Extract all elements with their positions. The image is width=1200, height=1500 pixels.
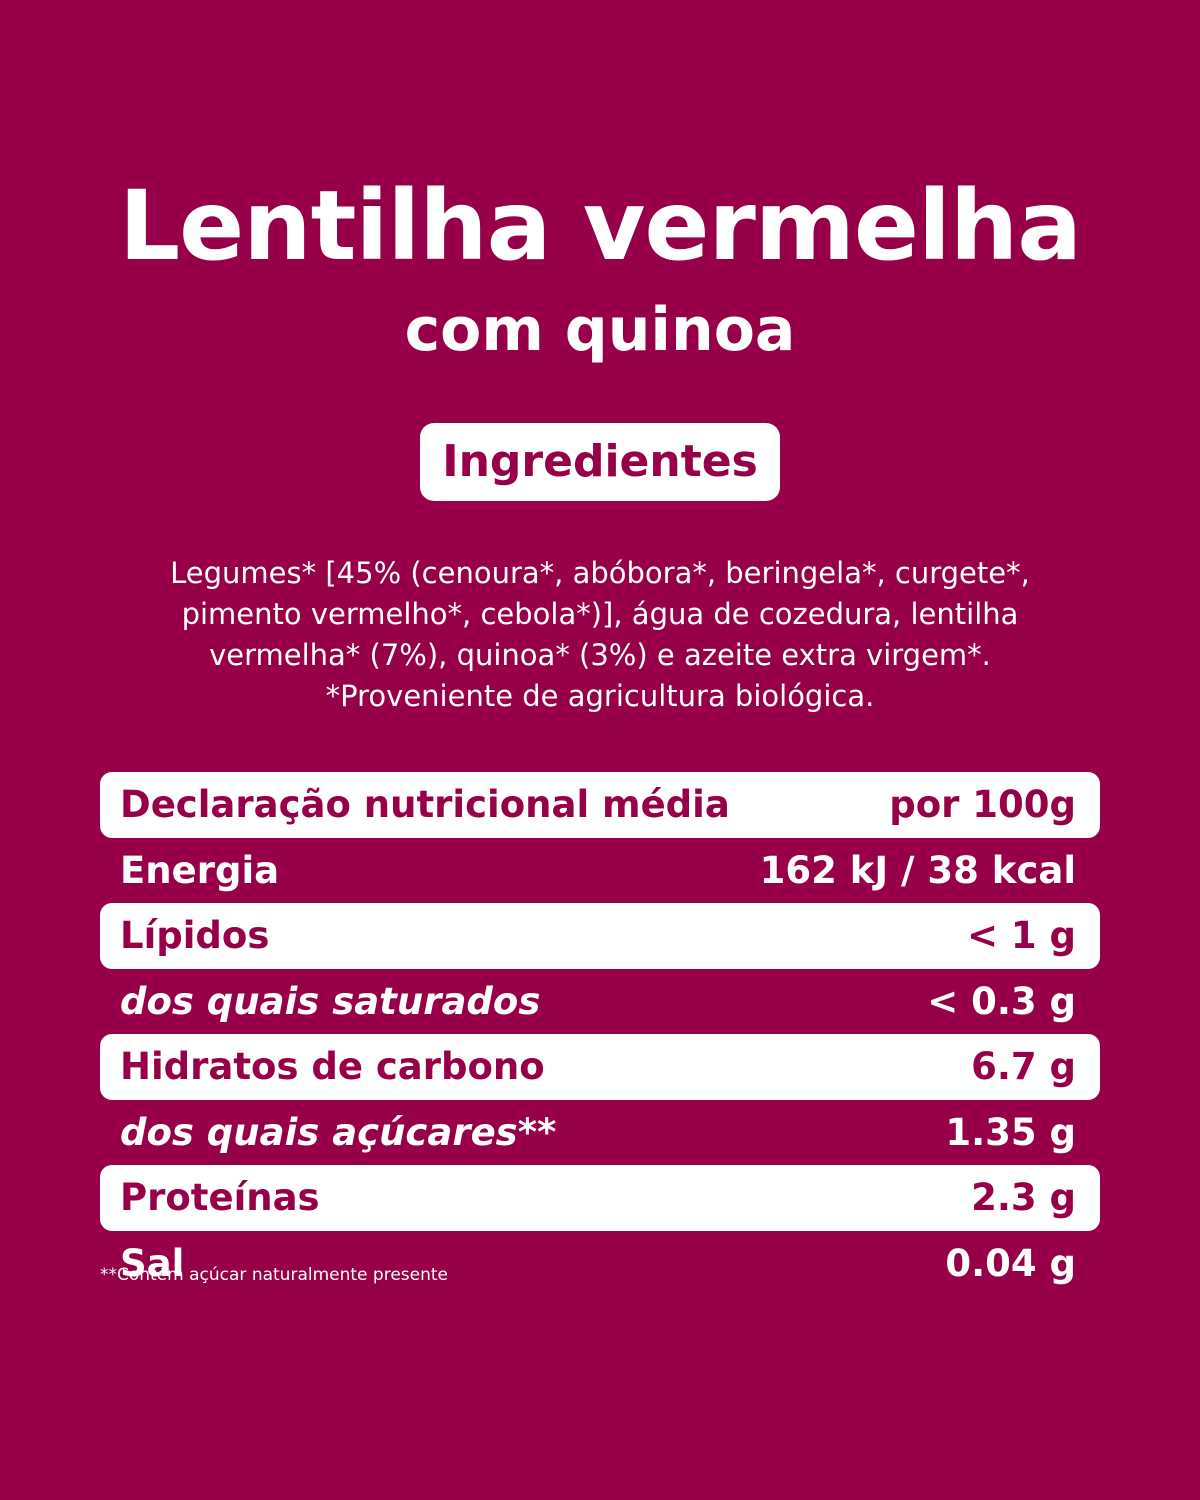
nutrition-row-sugars: dos quais açúcares** 1.35 g <box>100 1100 1100 1166</box>
nutrition-row-salt: Sal 0.04 g <box>100 1231 1100 1297</box>
ingredients-line: vermelha* (7%), quinoa* (3%) e azeite ex… <box>209 638 991 672</box>
nutrition-row-proteins: Proteínas 2.3 g <box>100 1165 1100 1231</box>
nutrition-row-energy: Energia 162 kJ / 38 kcal <box>100 838 1100 904</box>
nutrition-value: 6.7 g <box>971 1045 1076 1089</box>
nutrition-label: Proteínas <box>120 1176 320 1220</box>
nutrition-header-value: por 100g <box>889 783 1076 827</box>
ingredients-line: Legumes* [45% (cenoura*, abóbora*, berin… <box>170 556 1030 590</box>
nutrition-label: Energia <box>120 848 280 892</box>
nutrition-label: dos quais saturados <box>120 979 541 1023</box>
nutrition-value: 162 kJ / 38 kcal <box>759 848 1076 892</box>
nutrition-value: < 0.3 g <box>927 979 1076 1023</box>
nutrition-label: Sal <box>120 1241 185 1285</box>
nutrition-row-saturated: dos quais saturados < 0.3 g <box>100 969 1100 1035</box>
nutrition-label: dos quais açúcares** <box>120 1110 557 1154</box>
ingredients-line: pimento vermelho*, cebola*)], água de co… <box>181 597 1019 631</box>
ingredients-footnote: *Proveniente de agricultura biológica. <box>325 679 875 713</box>
nutrition-value: 1.35 g <box>945 1110 1076 1154</box>
nutrition-value: 2.3 g <box>971 1176 1076 1220</box>
nutrition-value: 0.04 g <box>945 1241 1076 1285</box>
sugar-footnote: **Contém açúcar naturalmente presente <box>100 1265 448 1285</box>
nutrition-row-carbohydrates: Hidratos de carbono 6.7 g <box>100 1034 1100 1100</box>
nutrition-header-label: Declaração nutricional média <box>120 783 730 827</box>
nutrition-value: < 1 g <box>967 914 1076 958</box>
nutrition-row-lipids: Lípidos < 1 g <box>100 903 1100 969</box>
ingredients-list: Legumes* [45% (cenoura*, abóbora*, berin… <box>120 553 1080 717</box>
product-subtitle: com quinoa <box>404 295 796 365</box>
nutrition-table: Declaração nutricional média por 100g En… <box>100 772 1100 1296</box>
product-title: Lentilha vermelha <box>118 170 1082 282</box>
nutrition-label: Hidratos de carbono <box>120 1045 545 1089</box>
ingredients-badge: Ingredientes <box>420 423 780 501</box>
nutrition-label: Lípidos <box>120 914 270 958</box>
nutrition-header-row: Declaração nutricional média por 100g <box>100 772 1100 838</box>
